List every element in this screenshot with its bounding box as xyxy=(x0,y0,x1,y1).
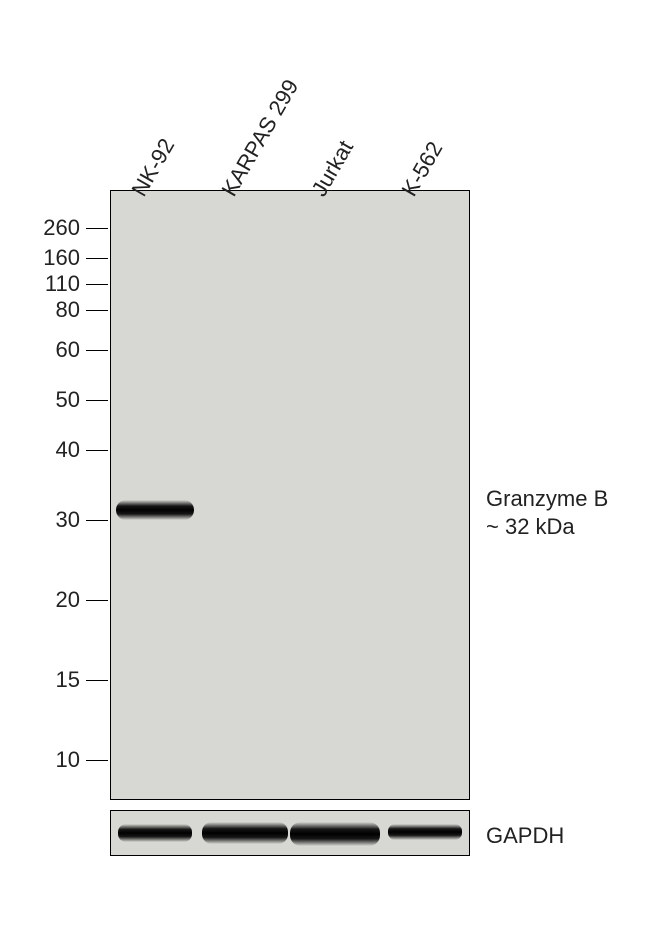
mw-label: 40 xyxy=(0,437,80,463)
target-label: Granzyme B ~ 32 kDa xyxy=(486,485,608,540)
mw-label: 15 xyxy=(0,667,80,693)
band xyxy=(388,824,462,840)
mw-tick xyxy=(86,258,108,259)
band xyxy=(116,500,194,520)
mw-tick xyxy=(86,228,108,229)
mw-label: 10 xyxy=(0,747,80,773)
mw-tick xyxy=(86,520,108,521)
mw-tick xyxy=(86,350,108,351)
band xyxy=(202,822,288,844)
mw-label: 80 xyxy=(0,297,80,323)
main-blot xyxy=(110,190,470,800)
band xyxy=(290,822,380,846)
mw-tick xyxy=(86,450,108,451)
mw-label: 110 xyxy=(0,271,80,297)
lane-label: KARPAS 299 xyxy=(216,75,304,201)
mw-label: 260 xyxy=(0,215,80,241)
mw-tick xyxy=(86,284,108,285)
mw-label: 20 xyxy=(0,587,80,613)
band xyxy=(118,824,192,842)
mw-label: 160 xyxy=(0,245,80,271)
mw-tick xyxy=(86,400,108,401)
mw-tick xyxy=(86,310,108,311)
mw-label: 60 xyxy=(0,337,80,363)
mw-tick xyxy=(86,760,108,761)
mw-label: 50 xyxy=(0,387,80,413)
mw-tick xyxy=(86,680,108,681)
mw-tick xyxy=(86,600,108,601)
mw-label: 30 xyxy=(0,507,80,533)
loading-control-label: GAPDH xyxy=(486,822,564,850)
